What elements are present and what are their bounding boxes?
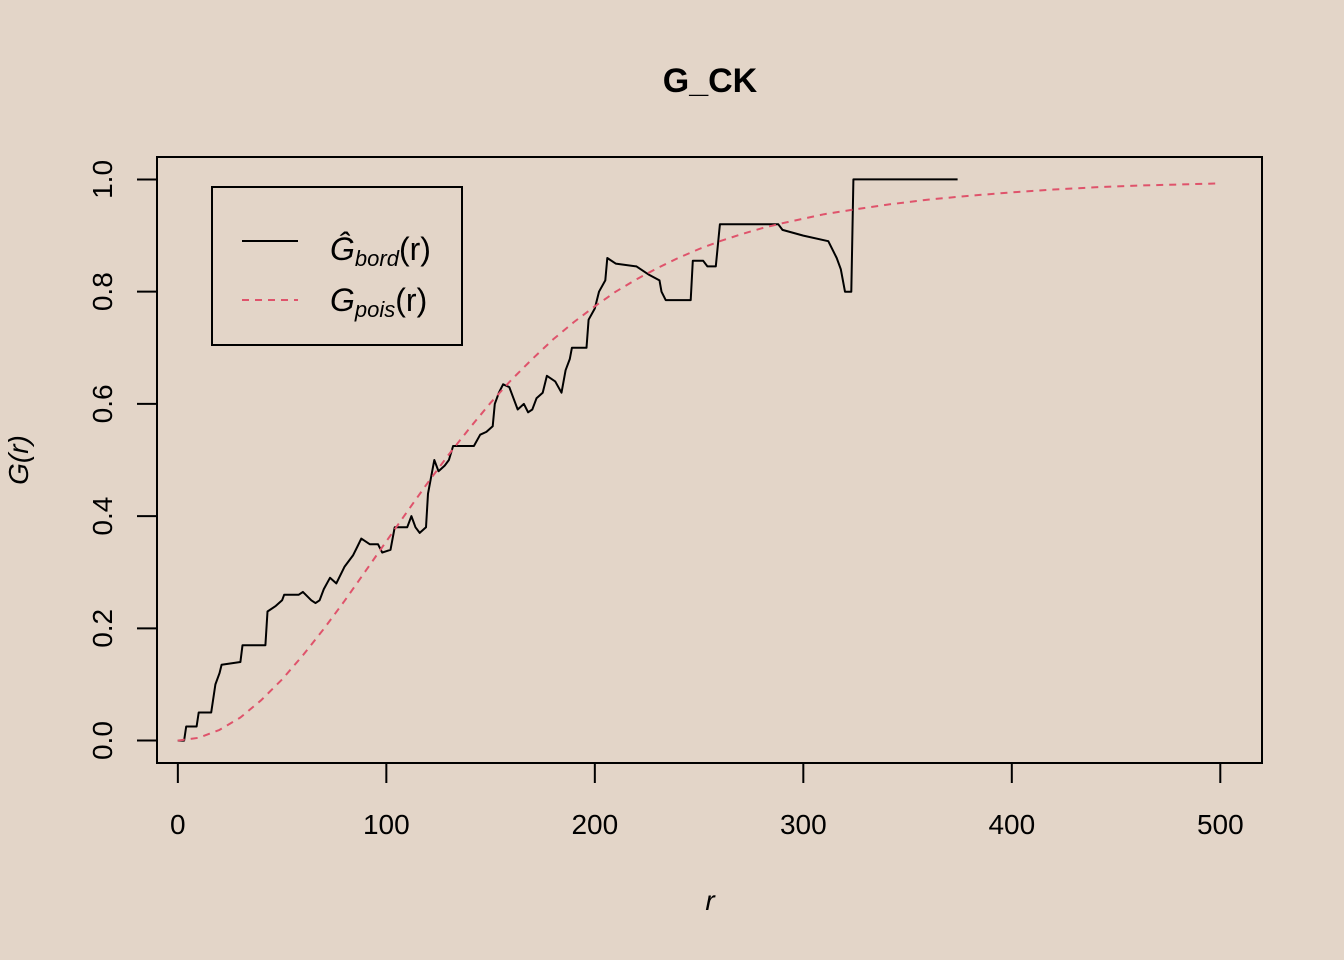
y-tick-label: 1.0 <box>87 160 118 199</box>
legend-box <box>211 186 463 346</box>
legend-label-bord: Ĝbord(r) <box>330 231 431 271</box>
x-tick-label: 500 <box>1197 809 1244 840</box>
y-tick-label: 0.8 <box>87 272 118 311</box>
chart-title: G_CK <box>663 62 758 100</box>
x-axis: 0 100 200 300 400 500 <box>170 762 1244 840</box>
x-tick-label: 0 <box>170 809 186 840</box>
y-tick-label: 0.6 <box>87 384 118 423</box>
y-axis-label: G(r) <box>3 435 34 485</box>
x-tick-label: 200 <box>571 809 618 840</box>
plot-frame <box>156 156 1263 764</box>
series-line-pois <box>177 182 1221 742</box>
series-line-bord <box>177 178 958 742</box>
x-axis-label: r <box>705 885 716 916</box>
legend-label-pois: Gpois(r) <box>330 282 427 322</box>
y-tick-label: 0.0 <box>87 721 118 760</box>
x-tick-label: 100 <box>363 809 410 840</box>
y-axis: 0.0 0.2 0.4 0.6 0.8 1.0 <box>87 160 158 760</box>
y-tick-label: 0.4 <box>87 497 118 536</box>
series-layer <box>177 178 1221 742</box>
x-tick-label: 300 <box>780 809 827 840</box>
legend: Ĝbord(r) Gpois(r) <box>211 186 463 346</box>
x-tick-label: 400 <box>988 809 1035 840</box>
y-tick-label: 0.2 <box>87 609 118 648</box>
